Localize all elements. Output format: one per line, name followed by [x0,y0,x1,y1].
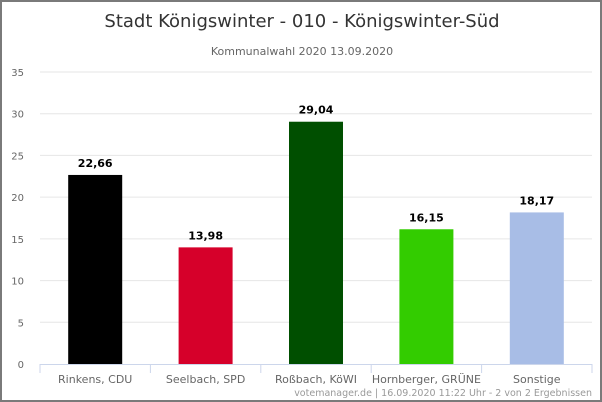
x-tick-label: Rinkens, CDU [58,373,132,386]
x-tick-label: Hornberger, GRÜNE [372,373,481,386]
chart-subtitle: Kommunalwahl 2020 13.09.2020 [211,45,393,58]
bar [178,247,233,364]
y-tick-label: 25 [11,151,24,162]
bar [289,121,343,365]
y-tick-label: 0 [18,360,24,371]
credits[interactable]: votemanager.de | 16.09.2020 11:22 Uhr - … [294,388,592,399]
y-tick-label: 15 [11,235,24,246]
bar [68,174,123,364]
data-label: 16,15 [409,211,444,224]
x-tick-label: Sonstige [513,373,561,386]
y-tick-label: 30 [11,110,24,121]
data-label: 29,04 [299,104,334,117]
y-tick-label: 35 [11,68,24,79]
y-tick-label: 10 [11,277,24,288]
x-tick-label: Seelbach, SPD [166,373,245,386]
bar [509,212,564,364]
y-tick-label: 5 [18,318,24,329]
data-label: 22,66 [78,157,113,170]
bar [399,229,454,364]
data-label: 13,98 [188,229,223,242]
x-tick-label: Roßbach, KöWI [275,373,357,386]
y-tick-label: 20 [11,193,24,204]
chart-title: Stadt Königswinter - 010 - Königswinter-… [104,11,499,32]
data-label: 18,17 [519,194,554,207]
